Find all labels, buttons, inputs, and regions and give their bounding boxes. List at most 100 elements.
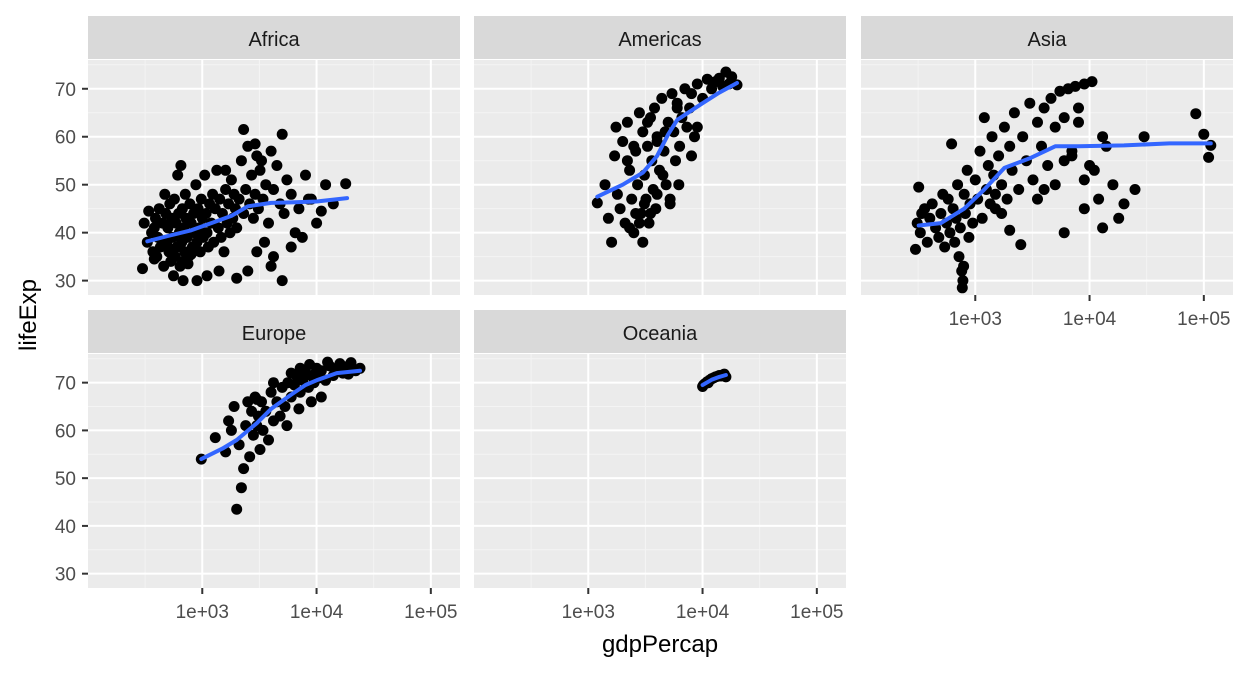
data-point: [643, 217, 655, 229]
x-tick-label: 1e+04: [676, 602, 730, 623]
data-point: [926, 198, 938, 210]
data-point: [976, 212, 988, 224]
data-point: [624, 164, 636, 176]
x-tick-label: 1e+03: [176, 602, 229, 623]
y-tick-label: 40: [55, 517, 76, 538]
data-point: [249, 138, 261, 150]
data-point: [914, 227, 926, 239]
facet-strip: [861, 16, 1233, 59]
data-point: [194, 246, 206, 258]
data-point: [910, 243, 921, 255]
data-point: [268, 251, 279, 263]
data-point: [211, 164, 223, 176]
y-tick-label: 50: [55, 469, 76, 490]
data-point: [633, 217, 645, 229]
data-point: [220, 184, 232, 195]
data-point: [231, 272, 243, 284]
smooth-line: [700, 373, 728, 387]
data-point: [637, 126, 649, 138]
data-point: [172, 169, 184, 181]
y-tick-label: 60: [55, 128, 76, 149]
facet-strip-label: Europe: [242, 323, 307, 345]
data-point: [1118, 198, 1130, 210]
data-point: [1093, 193, 1105, 205]
data-point: [662, 116, 674, 128]
data-point: [953, 251, 965, 263]
data-point: [1008, 107, 1020, 119]
data-point: [162, 222, 174, 234]
facet-panel-oceania: Oceania 1e+03 1e+04 1e+05: [474, 310, 846, 623]
data-point: [969, 174, 981, 186]
x-tick-label: 1e+05: [404, 602, 457, 623]
data-point: [642, 140, 653, 152]
data-point: [185, 248, 197, 260]
data-point: [691, 78, 703, 90]
data-point: [265, 145, 277, 157]
data-point: [1038, 102, 1050, 114]
panel-background: [474, 354, 846, 588]
data-point: [1036, 140, 1047, 152]
data-point: [168, 270, 179, 282]
data-point: [1097, 222, 1109, 234]
y-tick-label: 60: [55, 421, 76, 442]
data-point: [998, 121, 1010, 133]
data-point: [1073, 102, 1084, 114]
y-tick-label: 30: [55, 272, 76, 293]
smooth-line: [916, 141, 1213, 228]
data-point: [199, 169, 211, 181]
data-point: [666, 88, 678, 100]
data-point: [686, 150, 697, 162]
smooth-line: [199, 368, 362, 462]
data-point: [591, 197, 603, 209]
data-point: [1042, 160, 1054, 171]
data-point: [621, 116, 633, 128]
data-point: [320, 179, 332, 191]
facet-panel-americas: Americas: [474, 16, 846, 295]
data-point: [276, 275, 288, 287]
data-point: [231, 503, 243, 515]
x-tick-label: 1e+05: [790, 602, 843, 623]
facet-panel-europe: Europe 30 40 50 60 70 1e+03 1e+04 1e+05: [55, 310, 460, 623]
data-point: [201, 227, 213, 239]
data-point: [681, 121, 693, 133]
data-point: [1027, 174, 1039, 186]
data-point: [974, 145, 986, 157]
data-point: [285, 367, 297, 379]
data-point: [254, 164, 266, 176]
data-point: [1032, 116, 1043, 128]
data-point: [168, 193, 180, 205]
data-point: [137, 263, 148, 275]
data-point: [657, 169, 669, 181]
data-point: [664, 198, 676, 210]
data-point: [651, 188, 663, 200]
data-point: [954, 222, 966, 234]
data-point: [209, 432, 221, 444]
data-point: [701, 73, 713, 85]
data-point: [256, 155, 267, 167]
data-point: [192, 203, 204, 215]
data-point: [913, 181, 925, 193]
data-point: [249, 188, 261, 200]
data-point: [231, 222, 243, 234]
data-point: [1066, 145, 1078, 157]
data-point: [294, 362, 306, 374]
data-point: [1004, 224, 1016, 236]
x-tick-label: 1e+03: [562, 602, 615, 623]
data-point: [285, 241, 297, 253]
data-point: [1054, 85, 1066, 97]
y-tick-label: 30: [55, 565, 76, 586]
data-point: [609, 150, 621, 162]
data-point: [626, 193, 638, 205]
data-point: [177, 255, 189, 267]
data-point: [265, 386, 277, 398]
data-point: [674, 140, 686, 152]
data-point: [1078, 203, 1090, 215]
data-point: [220, 164, 232, 176]
data-point: [986, 131, 998, 143]
data-point: [213, 265, 225, 277]
data-point: [1058, 112, 1070, 124]
data-point: [184, 198, 196, 210]
facet-strip: [88, 16, 460, 59]
